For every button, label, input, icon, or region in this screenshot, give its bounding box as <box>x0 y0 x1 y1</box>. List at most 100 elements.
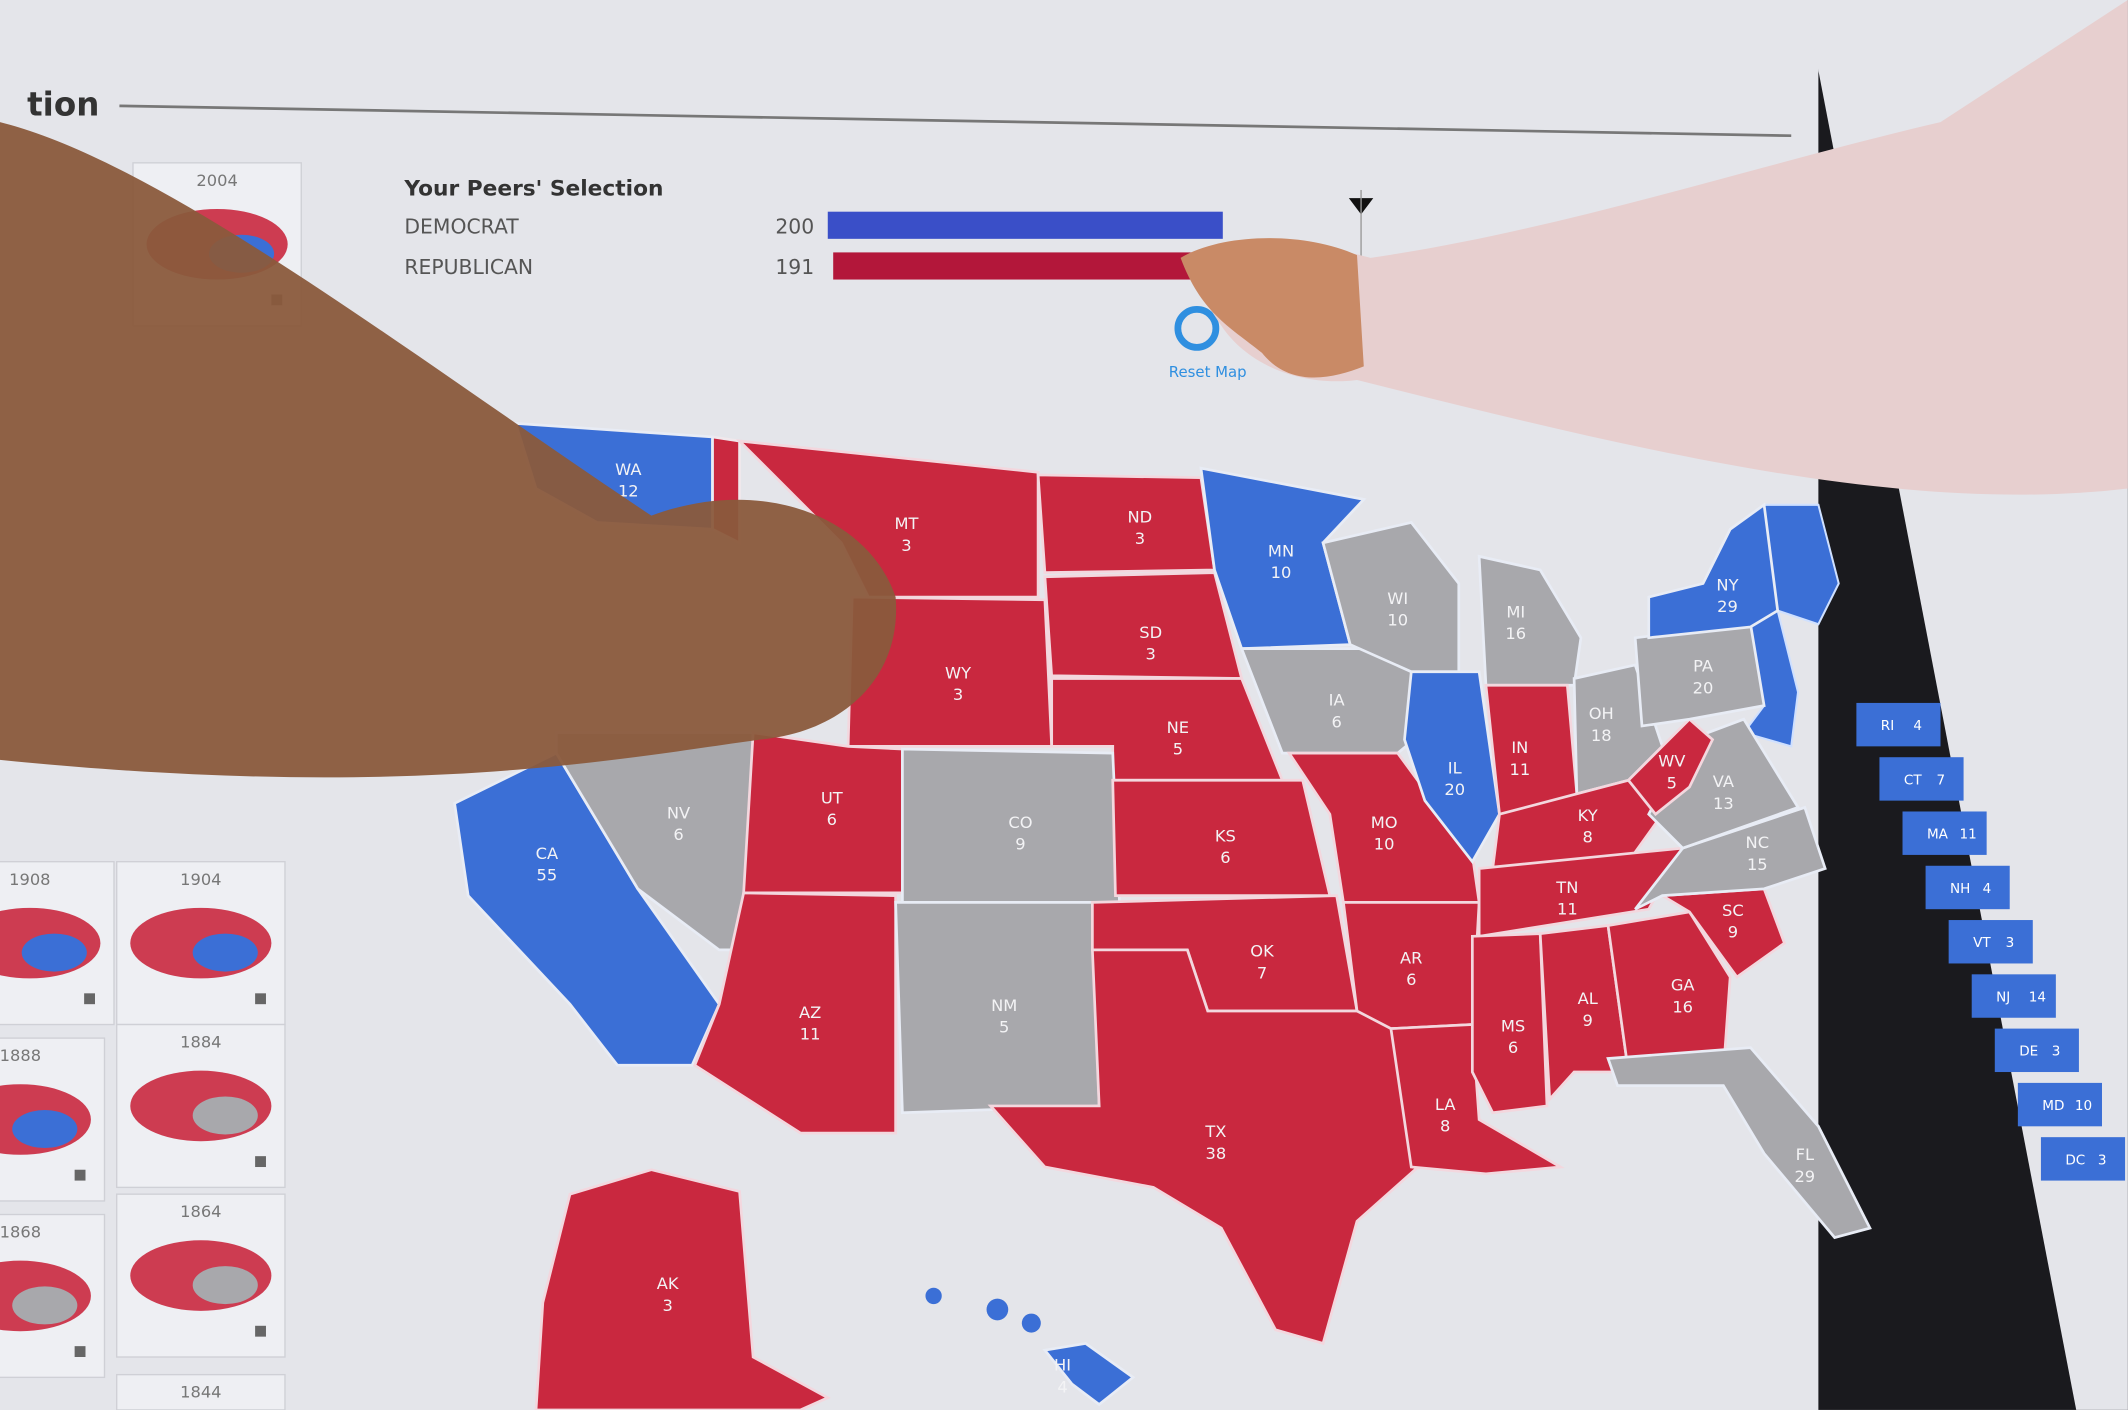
state-abbr: HI <box>1054 1356 1071 1375</box>
lock-icon <box>84 993 95 1005</box>
history-thumb[interactable]: 1904 <box>116 861 286 1026</box>
state-ev: 3 <box>1135 529 1145 548</box>
small-state-abbr: CT <box>1904 772 1922 788</box>
state-ks[interactable]: KS 6 <box>1111 778 1332 897</box>
state-abbr: AK <box>657 1274 680 1293</box>
state-ev: 5 <box>999 1018 1009 1037</box>
state-abbr: WV <box>1658 752 1685 771</box>
state-abbr: UT <box>821 788 843 807</box>
state-ev: 9 <box>1728 923 1738 942</box>
small-state-ct[interactable]: CT 7 <box>1879 757 1964 801</box>
history-thumb[interactable]: 1908 <box>0 861 115 1026</box>
state-shape <box>1647 502 1780 640</box>
left-arm <box>0 122 897 778</box>
state-abbr: WY <box>945 664 971 683</box>
state-ev: 3 <box>1146 645 1156 664</box>
state-sc[interactable]: SC 9 <box>1657 887 1787 979</box>
state-mn[interactable]: MN 10 <box>1199 466 1367 651</box>
state-shape <box>1606 1046 1872 1240</box>
hawaii-island <box>1021 1313 1041 1333</box>
state-ev: 20 <box>1693 678 1714 697</box>
state-ms[interactable]: MS 6 <box>1470 932 1549 1115</box>
state-abbr: OK <box>1250 942 1275 961</box>
thumb-map-region <box>12 1110 78 1149</box>
small-state-dc[interactable]: DC 3 <box>2040 1137 2126 1181</box>
state-ev: 16 <box>1505 624 1526 643</box>
state-shape <box>1470 932 1549 1115</box>
thumb-year: 1864 <box>180 1202 221 1221</box>
thumb-map-region <box>21 933 87 972</box>
state-ar[interactable]: AR 6 <box>1341 901 1481 1030</box>
state-az[interactable]: AZ 11 <box>693 891 897 1135</box>
history-thumb[interactable]: 1844 <box>116 1373 286 1410</box>
state-nm[interactable]: NM 5 <box>894 901 1101 1115</box>
state-fl[interactable]: FL 29 <box>1606 1046 1872 1240</box>
state-al[interactable]: AL 9 <box>1538 923 1630 1103</box>
small-state-tile <box>1994 1028 2079 1073</box>
state-wi[interactable]: WI 10 <box>1321 520 1461 674</box>
state-abbr: SD <box>1139 623 1162 642</box>
small-state-de[interactable]: DE 3 <box>1994 1028 2079 1073</box>
state-ak[interactable]: AK 3 <box>534 1168 831 1410</box>
history-thumb[interactable]: 1864 <box>116 1193 286 1358</box>
state-il[interactable]: IL 20 <box>1403 670 1501 865</box>
small-state-ev: 7 <box>1936 772 1945 788</box>
history-thumb[interactable]: 1888 <box>0 1037 106 1202</box>
state-ev: 6 <box>1331 712 1341 731</box>
small-state-tile <box>2040 1137 2126 1181</box>
state-ev: 9 <box>1015 834 1025 853</box>
small-state-tile <box>1971 974 2056 1018</box>
small-state-ma[interactable]: MA 11 <box>1902 811 1987 855</box>
small-state-tile <box>1925 865 2010 910</box>
state-abbr: IN <box>1511 738 1528 757</box>
party-votes: 200 <box>775 214 814 238</box>
state-ev: 29 <box>1717 597 1738 616</box>
state-ev: 10 <box>1387 611 1408 630</box>
state-nd[interactable]: ND 3 <box>1036 473 1217 575</box>
state-tn[interactable]: TN 11 <box>1477 846 1686 938</box>
state-shape <box>1477 554 1583 687</box>
state-ev: 8 <box>1440 1117 1450 1136</box>
small-state-abbr: DC <box>2065 1152 2085 1168</box>
state-mi[interactable]: MI 16 <box>1477 554 1583 687</box>
small-state-vt[interactable]: VT 3 <box>1948 920 2033 964</box>
state-sd[interactable]: SD 3 <box>1043 571 1244 680</box>
state-pa[interactable]: PA 20 <box>1633 622 1766 728</box>
state-co[interactable]: CO 9 <box>901 747 1121 904</box>
small-state-nh[interactable]: NH 4 <box>1925 865 2010 910</box>
state-abbr: MI <box>1506 602 1525 621</box>
small-state-ev: 3 <box>2098 1152 2107 1168</box>
state-abbr: TX <box>1204 1122 1226 1141</box>
small-state-abbr: DE <box>2019 1044 2038 1060</box>
small-state-nj[interactable]: NJ 14 <box>1971 974 2056 1018</box>
state-ev: 3 <box>901 536 911 555</box>
history-thumb[interactable]: 1868 <box>0 1213 106 1379</box>
state-wv[interactable]: WV 5 <box>1626 717 1715 817</box>
small-state-ev: 3 <box>2006 935 2015 951</box>
state-ev: 8 <box>1583 828 1593 847</box>
state-hi[interactable]: HI 4 <box>1042 1341 1136 1407</box>
small-state-md[interactable]: MD 10 <box>2017 1082 2102 1127</box>
state-abbr: NE <box>1167 718 1189 737</box>
state-ev: 3 <box>662 1296 672 1315</box>
right-arm <box>1195 0 2128 495</box>
state-abbr: NM <box>991 996 1017 1015</box>
party-label: REPUBLICAN <box>404 255 533 279</box>
state-abbr: MT <box>894 514 918 533</box>
small-state-ri[interactable]: RI 4 <box>1856 702 1941 747</box>
thumb-year: 1868 <box>0 1223 41 1242</box>
state-ut[interactable]: UT 6 <box>742 731 904 895</box>
state-ga[interactable]: GA 16 <box>1606 910 1732 1074</box>
title-divider <box>119 104 1792 138</box>
state-ev: 11 <box>1557 900 1578 919</box>
small-state-tile <box>2017 1082 2102 1127</box>
state-abbr: WA <box>615 460 641 479</box>
state-ev: 13 <box>1713 794 1734 813</box>
thumb-year: 1844 <box>180 1383 221 1402</box>
history-thumb[interactable]: 1884 <box>116 1023 286 1189</box>
state-ny[interactable]: NY 29 <box>1647 502 1780 640</box>
reset-map-button[interactable]: Reset Map <box>1169 306 1247 381</box>
state-ca[interactable]: CA 55 <box>453 751 721 1067</box>
small-state-ev: 10 <box>2075 1098 2092 1114</box>
state-abbr: NV <box>667 803 690 822</box>
